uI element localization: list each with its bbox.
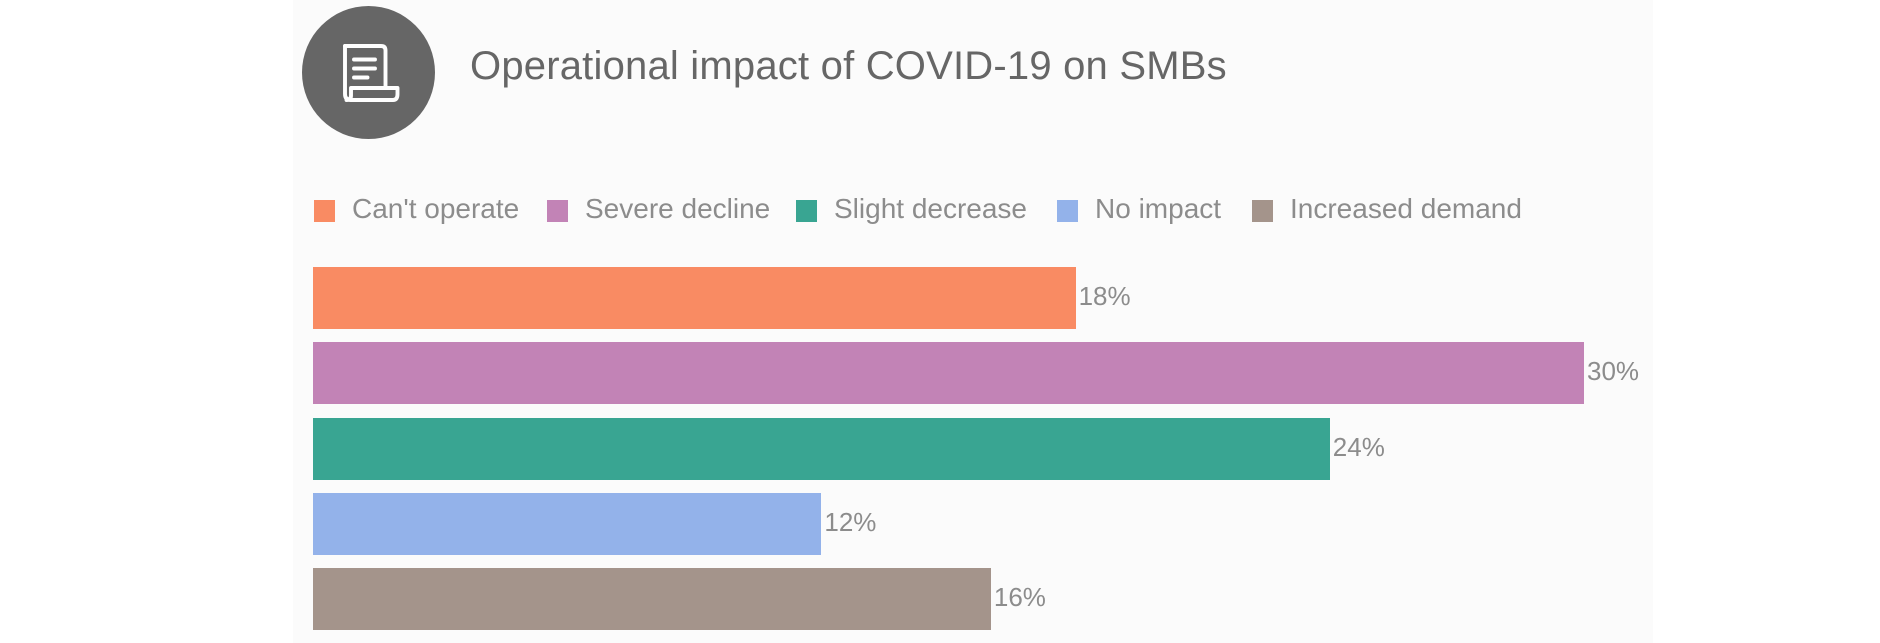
legend-label: No impact bbox=[1095, 193, 1222, 224]
bar-value-label: 30% bbox=[1587, 356, 1640, 387]
bar-value-label: 12% bbox=[824, 506, 877, 537]
legend-label: Severe decline bbox=[585, 193, 771, 224]
legend-label: Can't operate bbox=[352, 193, 520, 224]
bar-severe-decline bbox=[313, 342, 1584, 405]
bar-value-label: 24% bbox=[1332, 431, 1385, 462]
legend-swatch bbox=[1057, 200, 1078, 222]
legend-label: Increased demand bbox=[1290, 193, 1522, 224]
bar-no-impact bbox=[313, 492, 822, 555]
legend-swatch bbox=[796, 200, 817, 222]
legend-label: Slight decrease bbox=[834, 193, 1028, 224]
document-scroll-icon bbox=[343, 44, 400, 102]
legend-swatch bbox=[314, 200, 335, 222]
bar-slight-decrease bbox=[313, 417, 1330, 480]
legend-swatch bbox=[547, 200, 568, 222]
bar-value-label: 18% bbox=[1078, 281, 1131, 311]
header-icon-badge bbox=[302, 6, 435, 139]
chart-title: Operational impact of COVID-19 on SMBs bbox=[470, 44, 1227, 88]
bar-value-label: 16% bbox=[993, 582, 1046, 613]
bar-increased-demand bbox=[313, 568, 991, 631]
legend-swatch bbox=[1252, 200, 1273, 222]
bar-can-t-operate bbox=[313, 267, 1076, 329]
